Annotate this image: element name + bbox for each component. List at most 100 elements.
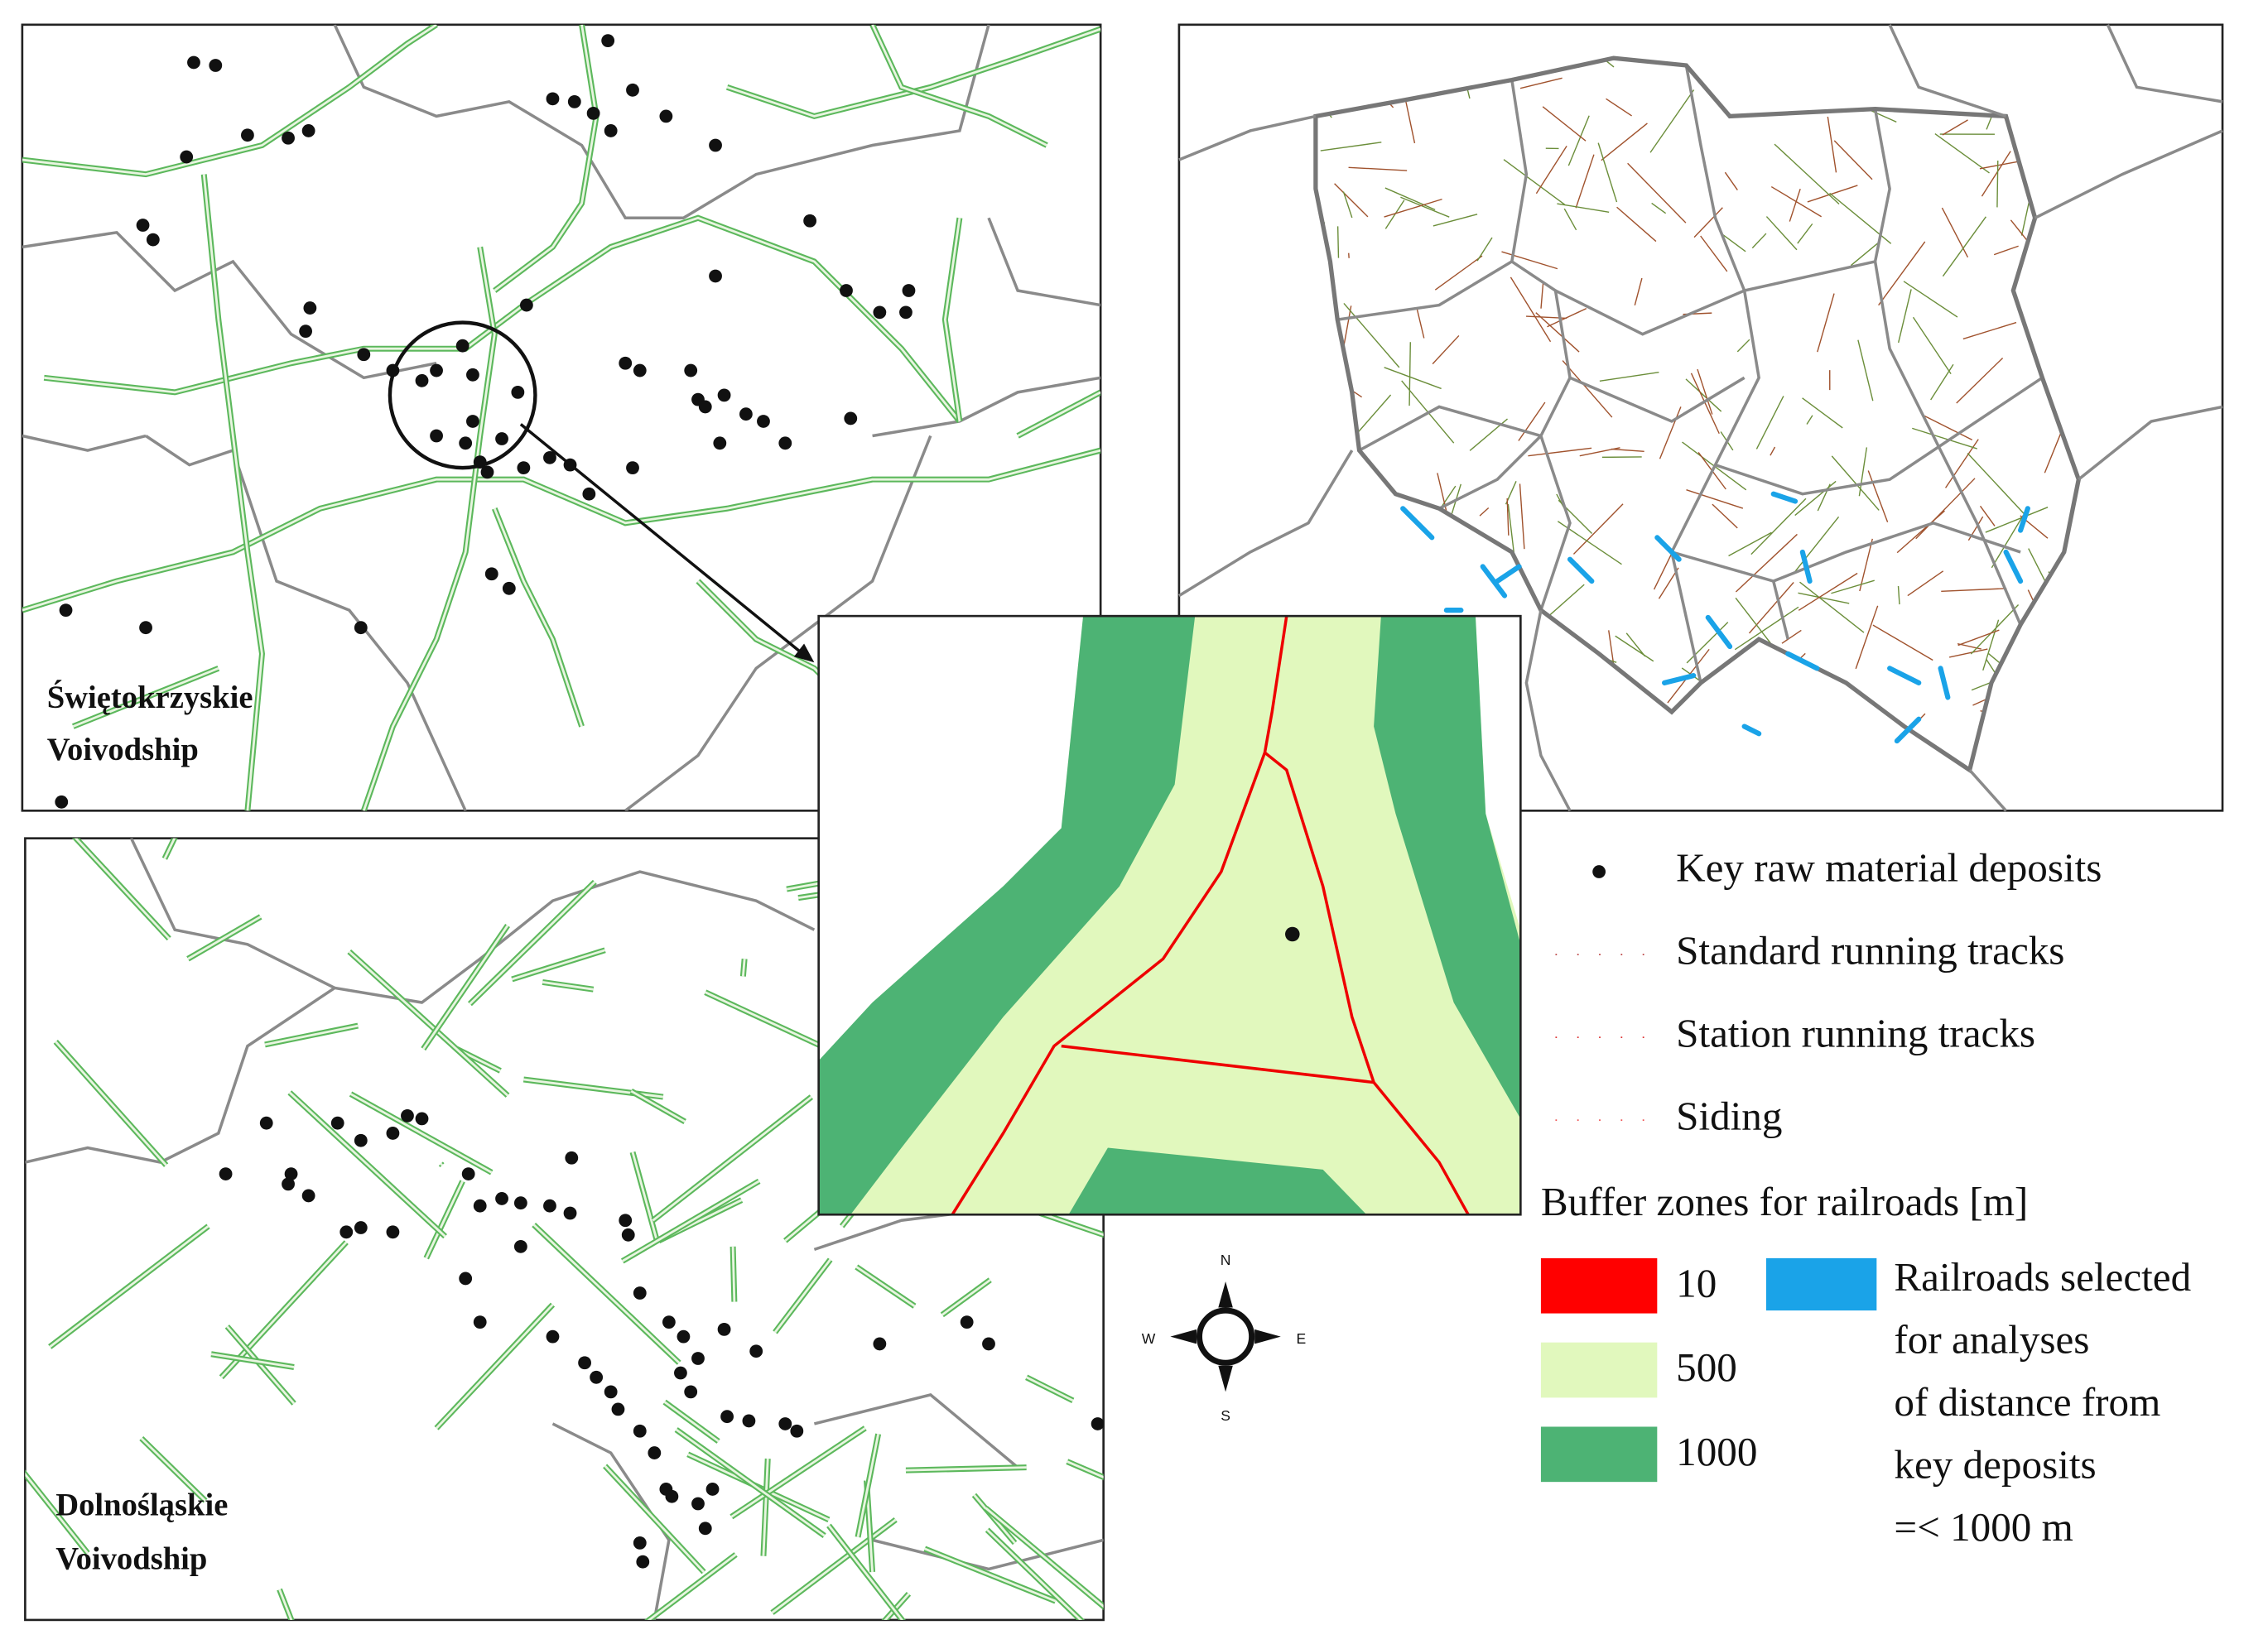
deposit — [749, 1344, 763, 1358]
deposit — [619, 1214, 633, 1228]
border — [1968, 769, 2007, 812]
border — [1714, 376, 2044, 496]
rail — [220, 1241, 348, 1378]
rail — [675, 1428, 826, 1537]
deposit — [691, 1352, 705, 1365]
rail — [1962, 321, 2017, 340]
rail — [1724, 171, 1738, 190]
rail — [1991, 515, 2025, 569]
deposit — [563, 1206, 577, 1220]
deposit — [757, 415, 770, 428]
deposit — [604, 1385, 618, 1399]
legend: Key raw material deposits Standard runni… — [1540, 844, 2191, 1550]
panel-label: Świętokrzyskie — [47, 680, 253, 715]
rail — [1781, 629, 1802, 644]
legend-label: Standard running tracks — [1676, 927, 2064, 973]
deposit — [633, 363, 647, 377]
deposit — [604, 124, 618, 137]
rail — [871, 24, 1047, 147]
deposit — [565, 1151, 579, 1165]
rail — [1736, 339, 1750, 353]
rail — [1334, 183, 1369, 218]
rail — [493, 507, 583, 727]
rail — [1616, 206, 1657, 243]
deposit — [705, 1483, 720, 1496]
rail — [941, 1279, 991, 1316]
deposit — [633, 1536, 647, 1550]
rail — [1627, 162, 1687, 224]
selected-railroad — [1938, 666, 1951, 700]
deposit — [633, 1286, 647, 1300]
rail — [1433, 214, 1478, 227]
border — [872, 376, 1101, 438]
rail — [1686, 489, 1744, 509]
rail — [49, 1225, 209, 1349]
deposit — [455, 339, 469, 353]
rail — [1563, 208, 1577, 231]
legend-swatch — [1540, 1426, 1658, 1483]
deposit — [1091, 1417, 1104, 1430]
rail — [1765, 216, 1798, 251]
rail — [1981, 151, 2011, 197]
deposit — [386, 1127, 400, 1140]
legend-label: 10 — [1676, 1260, 1717, 1305]
rail — [1858, 447, 1868, 497]
border — [333, 24, 990, 220]
deposit — [899, 305, 912, 320]
rail — [1606, 98, 1632, 117]
border — [22, 230, 437, 380]
deposit — [601, 34, 615, 48]
deposit — [513, 1196, 527, 1210]
compass-letter: E — [1296, 1330, 1306, 1347]
deposit — [709, 269, 722, 283]
rail — [730, 1427, 866, 1518]
rail — [1067, 1460, 1104, 1478]
legend-label: Station running tracks — [1676, 1010, 2035, 1055]
rail — [741, 959, 746, 977]
rail — [762, 1459, 769, 1556]
rail — [1735, 597, 1775, 649]
compass: N E S W — [1142, 1252, 1306, 1424]
rail — [264, 1024, 359, 1046]
rail — [1567, 115, 1590, 166]
deposit — [739, 407, 753, 421]
deposit — [742, 1414, 756, 1428]
rail — [22, 449, 1101, 612]
deposit — [180, 150, 194, 164]
border — [2106, 24, 2223, 103]
rail — [210, 1353, 295, 1368]
deposit — [282, 131, 295, 145]
rail — [2044, 433, 2062, 474]
selected-railroad — [1495, 564, 1522, 584]
rail — [1806, 415, 1813, 425]
deposit — [139, 621, 152, 635]
rail — [726, 27, 1101, 118]
deposit — [511, 385, 525, 399]
deposit — [466, 368, 479, 382]
rail — [1957, 629, 2000, 647]
rail — [532, 1224, 681, 1364]
rail — [1915, 478, 1976, 540]
rail — [1912, 427, 1977, 450]
deposit — [677, 1329, 691, 1344]
deposit — [567, 94, 581, 108]
rail — [542, 981, 594, 991]
rail — [1868, 108, 1897, 123]
deposit — [698, 1522, 712, 1536]
rail — [1579, 447, 1620, 457]
poland-network — [1315, 58, 2079, 771]
rail — [1878, 241, 1926, 306]
deposit — [662, 1315, 676, 1329]
deposit — [543, 1199, 556, 1213]
border — [25, 870, 816, 1164]
rail — [1416, 308, 1425, 339]
border — [551, 1422, 671, 1620]
deposit — [633, 1424, 647, 1438]
legend-label: 1000 — [1676, 1429, 1757, 1474]
rail — [1575, 154, 1595, 209]
border — [1358, 405, 1542, 452]
legend-label: Key raw material deposits — [1676, 844, 2102, 890]
deposit — [330, 1116, 344, 1130]
border — [1873, 108, 2022, 626]
